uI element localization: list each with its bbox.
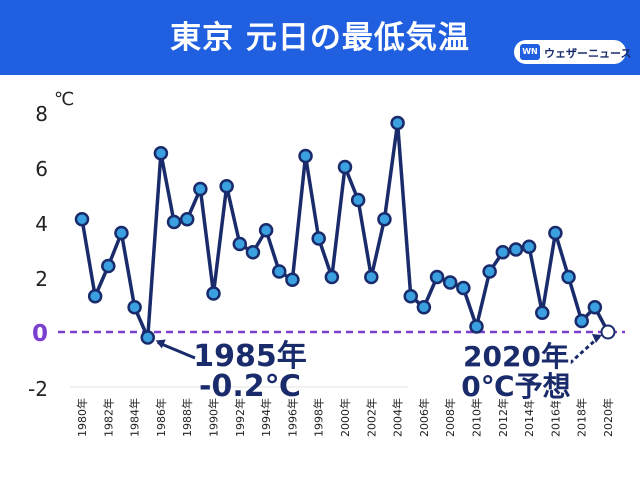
data-point — [390, 115, 405, 131]
annotation-1985-line1: 1985年 — [193, 339, 307, 374]
data-point — [469, 319, 484, 334]
y-tick-label: 6 — [35, 157, 48, 181]
chart-area: -2 0 2 4 6 8 ℃ 1980年 1982年 1984年 1986年 1988年 1990年 19… — [0, 75, 640, 480]
data-point — [416, 300, 432, 315]
x-tick-label: 1982年 — [101, 398, 115, 437]
annotation-arrowhead-2020 — [592, 334, 602, 343]
x-tick-label: 1984年 — [128, 398, 142, 437]
x-tick-label: 1998年 — [312, 398, 326, 437]
data-point — [377, 212, 392, 227]
data-point — [140, 330, 155, 345]
data-point — [337, 159, 353, 175]
x-tick-label: 1986年 — [154, 398, 168, 437]
data-point — [521, 239, 537, 254]
y-tick-label: -2 — [28, 377, 48, 401]
x-tick-label: 2004年 — [391, 398, 405, 437]
x-tick-label: 2020年 — [601, 398, 615, 437]
data-point — [311, 231, 326, 246]
data-point — [442, 275, 458, 290]
data-point — [403, 289, 418, 304]
line-chart: -2 0 2 4 6 8 ℃ 1980年 1982年 1984年 1986年 1988年 1990年 19… — [28, 89, 625, 437]
annotation-arrowhead-1985 — [155, 339, 166, 349]
annotation-2020-line2: 0℃予想 — [461, 370, 570, 403]
x-tick-label: 1992年 — [233, 398, 247, 437]
data-point — [206, 286, 221, 301]
data-point — [429, 269, 445, 285]
data-point — [324, 269, 340, 285]
data-point — [548, 225, 563, 241]
data-point — [535, 305, 550, 320]
data-point — [74, 212, 90, 227]
y-unit-label: ℃ — [54, 89, 74, 110]
x-tick-label: 2012年 — [496, 398, 510, 437]
data-point — [482, 264, 497, 279]
data-point — [219, 179, 234, 194]
data-point — [193, 181, 208, 197]
y-tick-label: 2 — [35, 267, 48, 291]
forecast-point — [600, 324, 616, 340]
y-tick-label: 4 — [35, 212, 48, 236]
data-point — [232, 236, 248, 252]
data-point — [495, 245, 511, 260]
x-tick-label: 2016年 — [548, 398, 562, 437]
data-point — [587, 300, 603, 315]
annotation-arrow-1985 — [157, 341, 196, 360]
data-point — [153, 146, 169, 161]
y-tick-label: 0 — [32, 321, 48, 347]
x-tick-label: 1980年 — [75, 398, 89, 437]
data-point — [114, 225, 129, 241]
data-point — [456, 280, 471, 296]
data-point — [574, 313, 589, 329]
x-tick-label: 2002年 — [364, 398, 378, 437]
weathernews-logo: WN ウェザーニュース — [514, 40, 631, 64]
data-point — [179, 212, 195, 227]
logo-mark-icon: WN — [520, 44, 540, 60]
data-point — [87, 289, 103, 304]
chart-title: 東京 元日の最低気温 — [170, 20, 470, 56]
data-point — [272, 264, 287, 279]
x-tick-label: 2008年 — [443, 398, 457, 437]
annotation-1985-line2: -0.2℃ — [199, 369, 301, 404]
data-point — [258, 223, 274, 238]
data-point — [298, 148, 313, 164]
x-tick-label: 1988年 — [180, 398, 194, 437]
title-banner: 東京 元日の最低気温 WN ウェザーニュース — [0, 0, 640, 75]
x-tick-label: 2014年 — [522, 398, 536, 437]
x-tick-label: 1994年 — [259, 398, 273, 437]
data-point — [245, 245, 261, 260]
data-point — [561, 269, 576, 285]
data-point — [166, 214, 182, 230]
x-tick-label: 2006年 — [417, 398, 431, 437]
data-point — [350, 192, 366, 208]
annotation-2020-line1: 2020年 — [463, 340, 569, 373]
data-point — [127, 300, 142, 315]
x-tick-label: 1996年 — [285, 398, 299, 437]
x-tick-label: 1990年 — [207, 398, 221, 437]
x-tick-label: 2018年 — [575, 398, 589, 437]
x-tick-label: 2010年 — [470, 398, 484, 437]
x-tick-label: 2000年 — [338, 398, 352, 437]
data-point — [285, 272, 300, 287]
data-point — [101, 258, 116, 274]
logo-text: ウェザーニュース — [544, 47, 632, 60]
data-point — [364, 269, 379, 285]
y-tick-label: 8 — [35, 102, 48, 126]
data-point — [508, 242, 524, 257]
